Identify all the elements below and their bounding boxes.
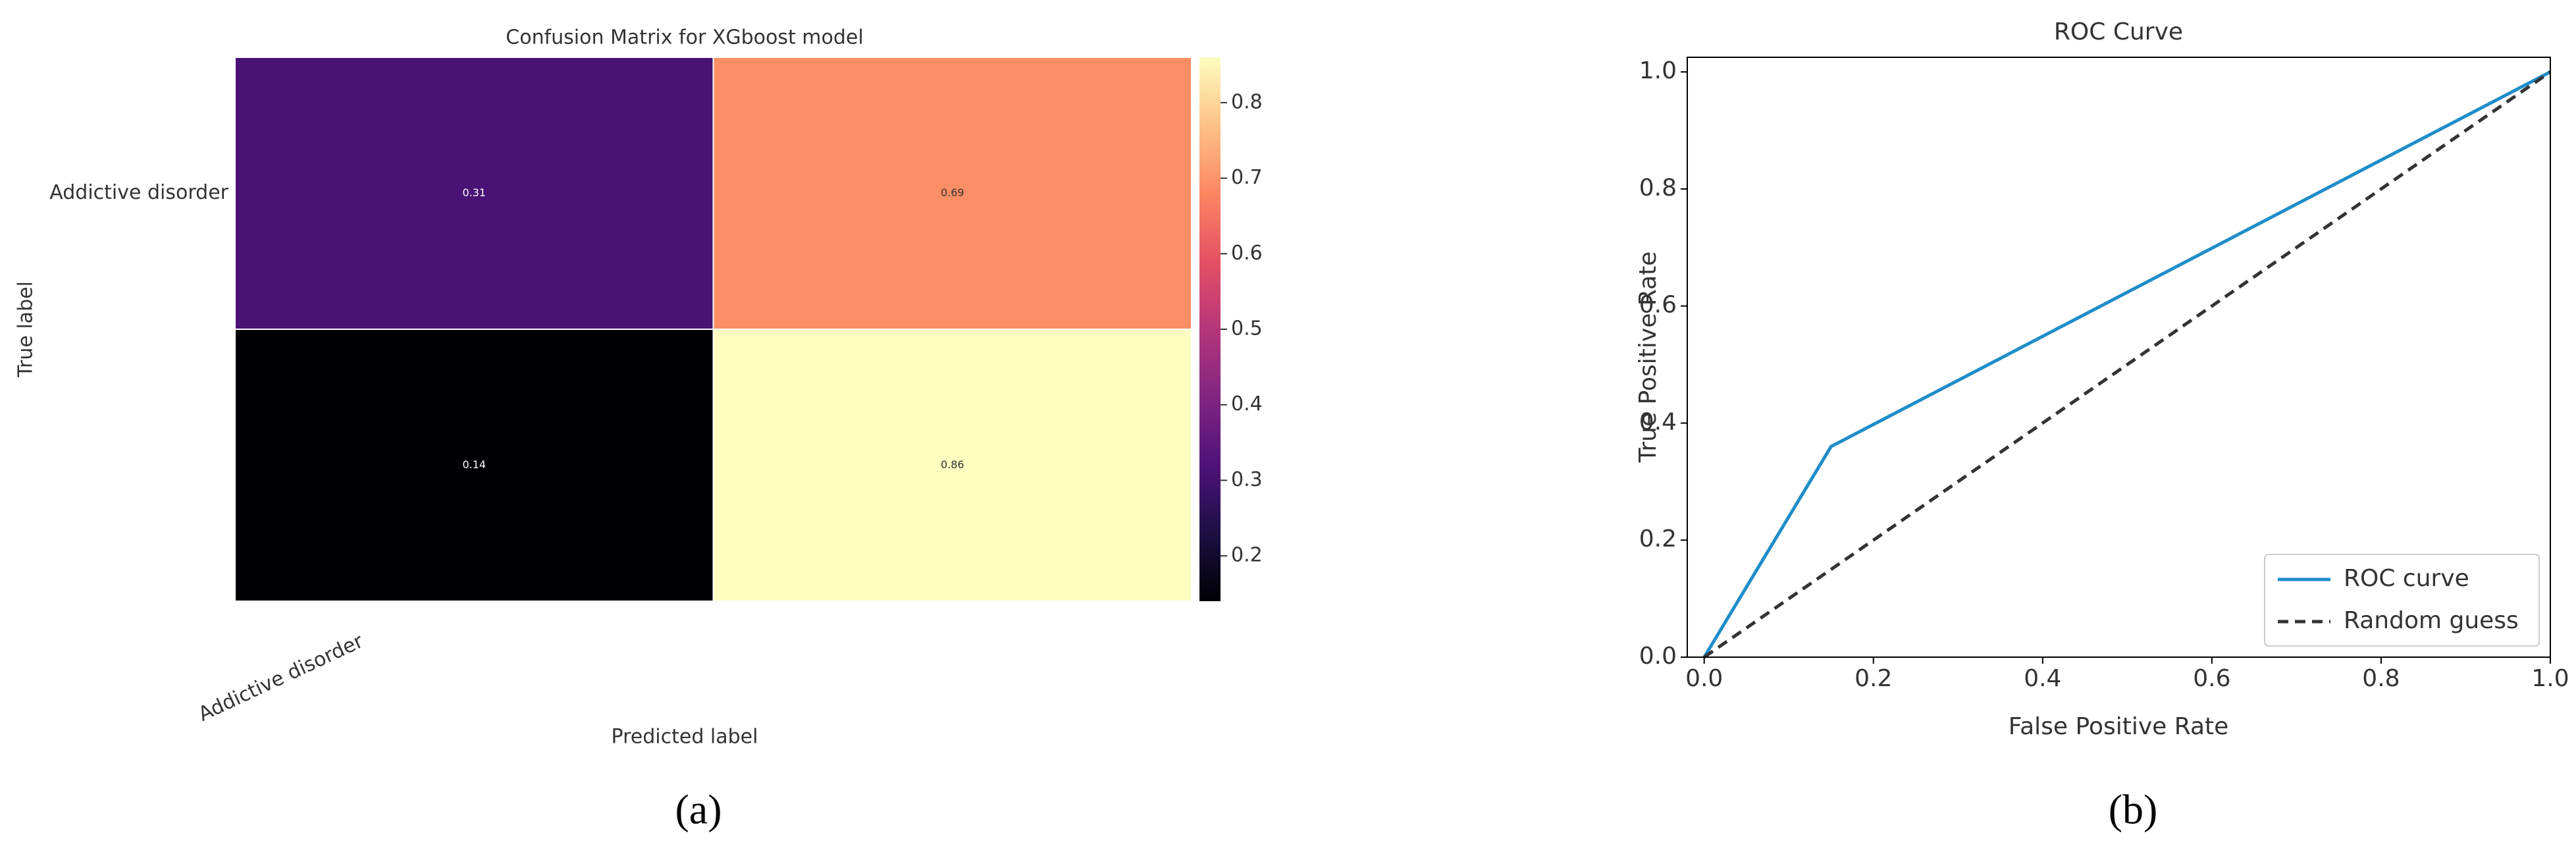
heatmap-cell — [234, 329, 714, 602]
x-tick-label: 1.0 — [2531, 665, 2569, 692]
y-tick-label: 0.0 — [1639, 643, 1677, 670]
roc-title: ROC Curve — [2054, 18, 2183, 45]
heatmap-cell — [712, 57, 1192, 330]
plot-frame — [1687, 57, 2551, 658]
y-tick-label: 0.2 — [1639, 525, 1677, 552]
y-tick-label: 0.4 — [1639, 408, 1677, 435]
x-axis-label: Predicted label — [612, 726, 758, 749]
series-line — [1703, 70, 2552, 659]
y-tick-label: 0.8 — [1639, 174, 1677, 201]
y-tick-label: 1.0 — [1639, 57, 1677, 84]
x-tick-label: 0.2 — [1854, 665, 1892, 692]
colorbar-tick-label: 0.6 — [1231, 242, 1263, 265]
legend-box — [2264, 554, 2540, 647]
colorbar-tick-label: 0.2 — [1231, 544, 1263, 567]
heatmap-cell — [234, 57, 714, 330]
heatmap-cell — [712, 329, 1192, 602]
panel-label: (b) — [2109, 786, 2158, 833]
legend-label: Random guess — [2344, 607, 2519, 634]
y-tick-label: 0.6 — [1639, 292, 1677, 319]
colorbar-tick-label: 0.5 — [1231, 317, 1263, 340]
y-tick-label: Addictive disorder — [49, 181, 228, 204]
cell-label: 0.86 — [941, 458, 964, 471]
colorbar — [1199, 57, 1221, 601]
x-tick-label: 0.6 — [2193, 665, 2230, 692]
series-line — [1702, 70, 2552, 658]
colorbar-tick-label: 0.7 — [1231, 166, 1263, 189]
panel-label: (a) — [675, 786, 722, 833]
cell-label: 0.69 — [941, 186, 964, 199]
x-tick-label: 0.0 — [1685, 665, 1723, 692]
x-axis-label: False Positive Rate — [2009, 713, 2229, 740]
cell-label: 0.31 — [462, 186, 486, 199]
legend-label: ROC curve — [2344, 565, 2469, 592]
colorbar-tick-label: 0.4 — [1231, 392, 1263, 416]
x-tick-label: 0.4 — [2024, 665, 2061, 692]
cell-label: 0.14 — [462, 458, 486, 471]
x-tick-label: 0.8 — [2362, 665, 2400, 692]
y-axis-label: True Positive Rate — [1635, 252, 1662, 464]
heatmap-title: Confusion Matrix for XGboost model — [506, 26, 863, 49]
colorbar-tick-label: 0.8 — [1231, 90, 1263, 113]
colorbar-tick-label: 0.3 — [1231, 468, 1263, 491]
x-tick-label: Addictive disorder — [195, 630, 367, 726]
y-axis-label: True label — [14, 281, 38, 378]
